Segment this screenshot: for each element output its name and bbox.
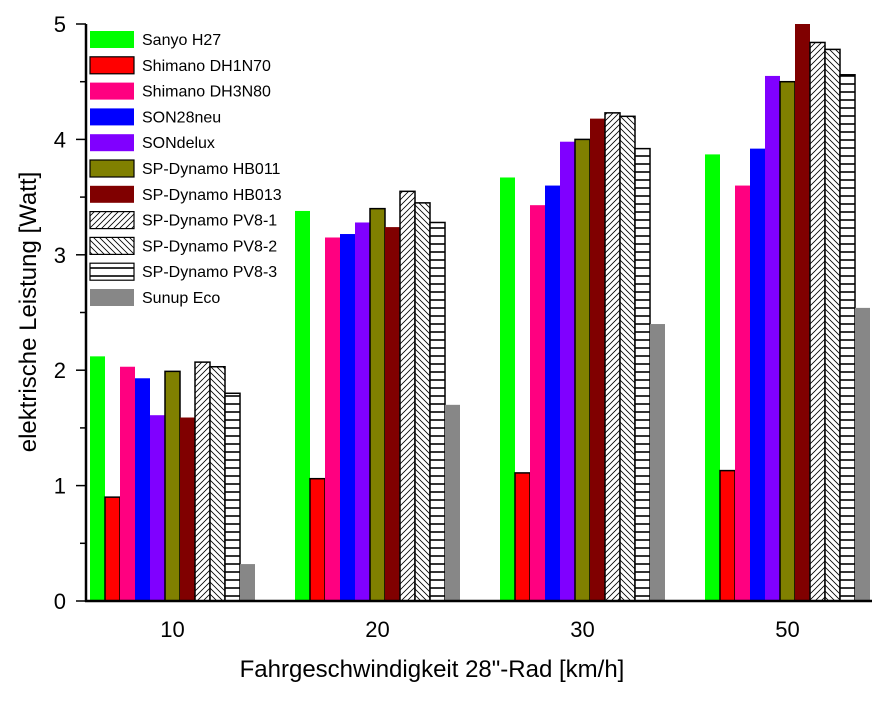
legend-label: SP-Dynamo PV8-2 [142,238,277,255]
bar-sp-dynamo-hb013-10 [180,417,195,601]
bar-sp-dynamo-pv8-2-50 [824,48,841,602]
legend-swatch [89,159,135,178]
legend-item: Sanyo H27 [90,31,221,49]
bar-sp-dynamo-pv8-3-20 [429,221,446,602]
legend-label: SONdelux [142,135,215,152]
legend-label: Shimano DH3N80 [142,84,271,101]
bar-sanyo-h27-30 [500,177,515,601]
bar-sp-dynamo-pv8-3-30 [634,147,651,602]
legend-swatch [90,82,134,100]
legend-swatch [90,108,134,126]
legend-label: SP-Dynamo PV8-3 [142,264,277,281]
bar-sondelux-30 [560,141,575,601]
bar-sp-dynamo-hb013-50 [795,24,810,601]
y-tick-label: 3 [54,243,66,268]
y-tick-label: 2 [54,358,66,383]
bar-shimano-dh3n80-30 [530,205,545,602]
legend-label: Sunup Eco [142,290,220,307]
x-ticks: 10 20 30 50 [160,617,799,642]
bar-sanyo-h27-50 [705,154,720,602]
bar-sp-dynamo-pv8-1-10 [194,361,211,602]
bar-sunup-eco-10 [240,564,255,601]
bar-sp-dynamo-pv8-1-30 [604,112,621,602]
bar-sp-dynamo-hb011-50 [779,80,796,602]
bar-shimano-dh3n80-20 [325,237,340,602]
legend-item: SP-Dynamo PV8-2 [89,236,277,255]
y-ticks: 0 1 2 3 4 5 [54,12,86,614]
bar-shimano-dh1n70-30 [514,472,531,602]
bar-sp-dynamo-pv8-2-10 [209,365,226,602]
bar-sanyo-h27-20 [295,210,310,601]
bars-layer [90,24,870,602]
bar-sp-dynamo-hb011-10 [164,370,181,602]
bar-sp-dynamo-hb011-30 [574,138,591,602]
bar-sp-dynamo-pv8-2-20 [414,202,431,602]
legend-item: Sunup Eco [90,289,220,307]
bar-sanyo-h27-10 [90,356,105,601]
bar-son28neu-30 [545,185,560,601]
bar-son28neu-50 [750,148,765,601]
legend-item: SON28neu [90,108,221,126]
y-tick-label: 5 [54,12,66,37]
legend-item: Shimano DH1N70 [89,56,271,75]
legend-item: Shimano DH3N80 [90,82,271,101]
bar-sunup-eco-50 [855,307,870,601]
bar-sp-dynamo-hb013-30 [590,118,605,602]
bar-sp-dynamo-pv8-3-10 [224,392,241,602]
bar-shimano-dh1n70-50 [719,469,736,602]
legend-label: Sanyo H27 [142,32,221,49]
legend-swatch [89,56,135,75]
bar-sunup-eco-30 [650,324,665,601]
x-axis-title: Fahrgeschwindigkeit 28"-Rad [km/h] [240,656,625,683]
bar-sp-dynamo-pv8-3-50 [839,74,856,602]
bar-sp-dynamo-pv8-1-20 [399,190,416,602]
x-tick-label: 10 [160,617,184,642]
bar-sunup-eco-20 [445,404,460,601]
legend-item: SONdelux [90,134,215,152]
bar-sp-dynamo-hb011-20 [369,207,386,602]
bar-sp-dynamo-pv8-2-30 [619,115,636,602]
y-tick-label: 0 [54,589,66,614]
y-tick-label: 1 [54,474,66,499]
legend-swatch [90,31,134,48]
legend-swatch [89,262,135,281]
legend-item: SP-Dynamo HB011 [89,159,281,178]
legend-item: SP-Dynamo PV8-1 [89,211,277,230]
legend-swatch [90,289,134,306]
legend-item: SP-Dynamo HB013 [90,185,282,204]
legend-swatch [90,134,134,152]
bar-son28neu-20 [340,234,355,601]
bar-sondelux-10 [150,415,165,601]
legend-item: SP-Dynamo PV8-3 [89,262,277,281]
bar-sp-dynamo-pv8-1-50 [809,41,826,602]
legend: Sanyo H27 Shimano DH1N70 Shimano DH3N80 SON… [89,31,282,307]
bar-sondelux-50 [765,75,780,602]
bar-shimano-dh3n80-10 [120,366,135,601]
bar-shimano-dh3n80-50 [735,185,750,601]
x-tick-label: 50 [775,617,799,642]
legend-swatch [89,236,135,255]
x-tick-label: 30 [570,617,594,642]
legend-label: Shimano DH1N70 [142,58,271,75]
legend-label: SP-Dynamo PV8-1 [142,213,277,230]
bar-shimano-dh1n70-20 [309,477,326,602]
bar-sp-dynamo-hb013-20 [385,227,400,601]
bar-son28neu-10 [135,378,150,601]
y-axis-title: elektrische Leistung [Watt] [15,172,42,453]
legend-swatch [90,185,134,203]
legend-label: SON28neu [142,109,221,126]
bar-shimano-dh1n70-10 [104,496,121,602]
y-tick-label: 4 [54,127,66,152]
legend-label: SP-Dynamo HB013 [142,187,282,204]
legend-label: SP-Dynamo HB011 [142,161,281,178]
bar-sondelux-20 [355,222,370,601]
x-tick-label: 20 [365,617,389,642]
legend-swatch [89,211,135,230]
